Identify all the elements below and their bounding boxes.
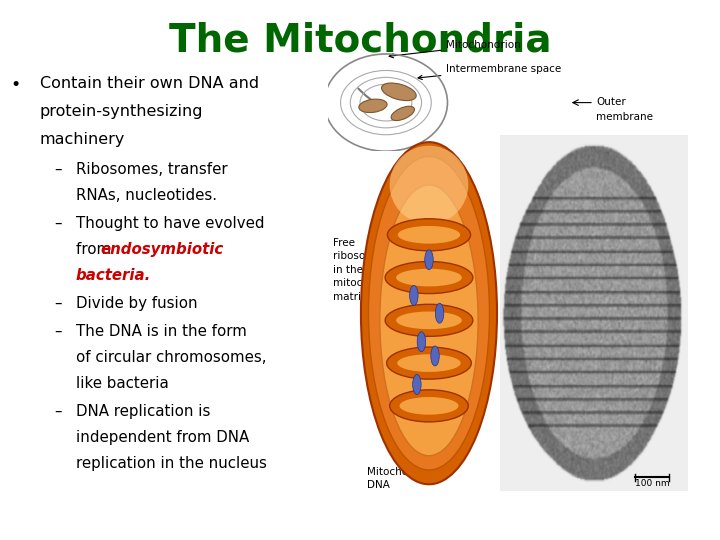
- Text: ribosomes: ribosomes: [333, 251, 387, 261]
- Text: Cristae: Cristae: [533, 329, 570, 340]
- Text: –: –: [54, 324, 61, 339]
- Circle shape: [413, 375, 421, 394]
- Ellipse shape: [400, 397, 459, 415]
- Text: Contain their own DNA and: Contain their own DNA and: [40, 76, 258, 91]
- Ellipse shape: [369, 157, 490, 470]
- Text: 100 nm: 100 nm: [635, 479, 670, 488]
- Ellipse shape: [397, 226, 460, 244]
- Ellipse shape: [391, 106, 415, 120]
- Text: replication in the nucleus: replication in the nucleus: [76, 456, 266, 471]
- Ellipse shape: [387, 347, 472, 379]
- Ellipse shape: [387, 219, 471, 251]
- Text: Matrix: Matrix: [533, 373, 566, 383]
- Text: The DNA is in the form: The DNA is in the form: [76, 324, 246, 339]
- Text: RNAs, nucleotides.: RNAs, nucleotides.: [76, 188, 217, 203]
- Ellipse shape: [396, 269, 462, 286]
- Text: •: •: [11, 76, 21, 93]
- Text: Outer: Outer: [596, 97, 626, 107]
- Circle shape: [431, 346, 439, 366]
- Text: of circular chromosomes,: of circular chromosomes,: [76, 350, 266, 365]
- Text: like bacteria: like bacteria: [76, 376, 168, 391]
- Ellipse shape: [359, 99, 387, 112]
- Circle shape: [425, 250, 433, 269]
- Text: in the: in the: [333, 265, 363, 275]
- Text: –: –: [54, 162, 61, 177]
- Text: bacteria.: bacteria.: [76, 268, 151, 283]
- Text: independent from DNA: independent from DNA: [76, 430, 249, 445]
- Ellipse shape: [385, 304, 473, 336]
- Circle shape: [410, 286, 418, 305]
- Text: –: –: [54, 296, 61, 311]
- Text: The Mitochondria: The Mitochondria: [168, 22, 552, 59]
- Ellipse shape: [361, 142, 497, 484]
- Text: Divide by fusion: Divide by fusion: [76, 296, 197, 311]
- Text: endosymbiotic: endosymbiotic: [100, 242, 223, 257]
- Text: membrane: membrane: [596, 112, 653, 122]
- Circle shape: [436, 303, 444, 323]
- Text: Thought to have evolved: Thought to have evolved: [76, 216, 264, 231]
- Text: membrane: membrane: [533, 273, 590, 283]
- Text: DNA: DNA: [367, 480, 390, 490]
- Text: from: from: [76, 242, 115, 257]
- Text: Free: Free: [333, 238, 355, 248]
- Text: protein-synthesizing: protein-synthesizing: [40, 104, 203, 119]
- Ellipse shape: [396, 312, 462, 329]
- Text: Mitochondrial: Mitochondrial: [367, 467, 438, 477]
- Text: DNA replication is: DNA replication is: [76, 404, 210, 419]
- Text: machinery: machinery: [40, 132, 125, 147]
- Text: –: –: [54, 404, 61, 419]
- Ellipse shape: [390, 146, 468, 224]
- Text: Inner: Inner: [533, 259, 560, 269]
- Text: mitochondrial: mitochondrial: [333, 278, 405, 288]
- Text: matrix: matrix: [333, 292, 366, 302]
- Ellipse shape: [380, 185, 478, 456]
- Text: –: –: [54, 216, 61, 231]
- Text: Mitochondrion: Mitochondrion: [390, 40, 521, 58]
- Text: Ribosomes, transfer: Ribosomes, transfer: [76, 162, 228, 177]
- Ellipse shape: [382, 83, 416, 100]
- Ellipse shape: [397, 354, 461, 372]
- Text: Intermembrane space: Intermembrane space: [418, 64, 562, 79]
- Ellipse shape: [385, 261, 473, 294]
- Circle shape: [417, 332, 426, 352]
- Ellipse shape: [390, 390, 468, 422]
